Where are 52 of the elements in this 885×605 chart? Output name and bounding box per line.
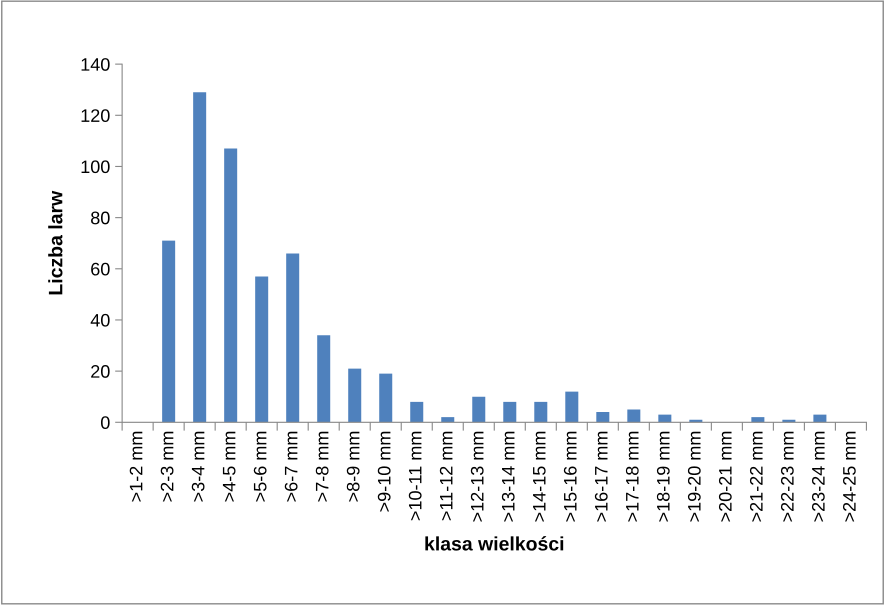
bar (472, 396, 486, 422)
bar (534, 402, 548, 422)
y-tick-label: 40 (90, 314, 110, 327)
x-tick-label: >6-7 mm (284, 432, 298, 502)
y-axis-title: Liczba larw (48, 190, 62, 294)
bar (596, 412, 610, 422)
x-tick-label: >21-22 mm (750, 432, 763, 522)
x-tick-label: >12-13 mm (470, 432, 484, 522)
x-axis-title: klasa wielkości (425, 536, 564, 551)
x-tick-label: >4-5 mm (222, 432, 236, 502)
bar (658, 414, 672, 422)
y-tick-label: 0 (100, 416, 110, 430)
x-tick-label: >10-11 mm (408, 432, 422, 520)
bar (813, 414, 826, 422)
x-tick-label: >13-14 mm (502, 432, 515, 522)
x-tick-label: >7-8 mm (316, 432, 329, 502)
x-tick-label: >11-12 mm (440, 432, 452, 520)
bar (224, 148, 238, 422)
x-tick-label: >19-20 mm (688, 432, 701, 522)
bar (379, 374, 392, 422)
bar (348, 368, 362, 422)
y-tick-label: 140 (82, 58, 110, 71)
x-tick-label: >1-2 mm (130, 432, 142, 502)
x-tick-label: >20-21 mm (718, 432, 732, 522)
x-tick-label: >18-19 mm (656, 432, 670, 522)
x-tick-label: >2-3 mm (160, 432, 174, 502)
x-tick-label: >14-15 mm (533, 432, 546, 522)
bar (503, 402, 516, 422)
x-tick-label: >8-9 mm (346, 432, 360, 502)
y-tick-label: 80 (91, 212, 110, 224)
x-tick-label: >24-25 mm (842, 432, 856, 522)
x-tick-label: >23-24 mm (812, 432, 825, 522)
x-tick-label: >9-10 mm (378, 432, 391, 512)
x-tick-label: >3-4 mm (192, 432, 205, 502)
y-tick-label: 20 (91, 365, 110, 378)
bar (193, 92, 206, 422)
y-tick-label: 60 (91, 262, 110, 276)
bar (410, 402, 424, 422)
bar (162, 240, 176, 422)
y-tick-label: 100 (82, 160, 110, 174)
x-tick-label: >5-6 mm (254, 432, 267, 502)
x-tick-label: >22-23 mm (780, 432, 794, 522)
bar (286, 253, 300, 422)
bar (565, 392, 578, 422)
x-tick-label: >16-17 mm (594, 432, 608, 522)
bar (627, 410, 640, 422)
bar (255, 276, 268, 422)
x-tick-label: >15-16 mm (564, 432, 577, 522)
bar (441, 417, 454, 422)
x-tick-label: >17-18 mm (626, 432, 639, 522)
bar (317, 335, 330, 422)
y-tick-label: 120 (82, 109, 110, 122)
